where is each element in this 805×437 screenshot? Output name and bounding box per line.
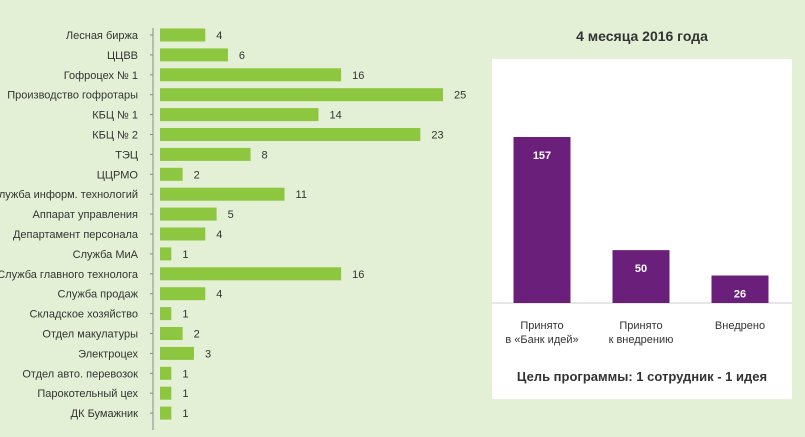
- category-label: Электроцех: [78, 348, 138, 360]
- bar: [160, 327, 183, 340]
- bar: [711, 275, 769, 303]
- bar-value-label: 50: [635, 263, 647, 275]
- bar-value-label: 4: [216, 229, 222, 241]
- category-label: Служба главного технолога: [0, 269, 139, 281]
- category-label: Служба МиА: [73, 249, 139, 261]
- bar: [160, 147, 251, 161]
- bar: [160, 108, 319, 122]
- bar: [160, 386, 172, 400]
- category-label: ДК Бумажник: [71, 408, 139, 420]
- bar-value-label: 2: [194, 169, 200, 181]
- bar-value-label: 1: [182, 388, 188, 400]
- bar: [160, 88, 443, 102]
- bar-value-label: 25: [454, 90, 466, 102]
- category-label: ЦЦРМО: [97, 169, 139, 181]
- category-label: Внедрено: [715, 320, 765, 332]
- bar: [612, 250, 670, 303]
- category-label: Департамент персонала: [13, 229, 139, 241]
- bar: [160, 267, 342, 281]
- bar-value-label: 4: [216, 30, 222, 42]
- category-label: Отдел макулатуры: [42, 329, 138, 341]
- bar-value-label: 2: [194, 329, 200, 341]
- category-label: к внедрению: [609, 334, 674, 346]
- right-chart-panel: 157 Принято в «Банк идей» 50 Принято к внедре…: [492, 59, 792, 399]
- bar: [160, 227, 206, 241]
- right-chart-title: 4 месяца 2016 года: [576, 28, 708, 44]
- bar-value-label: 4: [216, 289, 222, 301]
- bar-value-label: 157: [533, 150, 551, 162]
- category-label: Аппарат управления: [33, 209, 138, 221]
- category-label: Служба продаж: [57, 289, 138, 301]
- bar-value-label: 5: [228, 209, 234, 221]
- program-goal-text: Цель программы: 1 сотрудник - 1 идея: [516, 369, 768, 384]
- category-label: Складское хозяйство: [30, 309, 138, 321]
- bar: [160, 187, 285, 201]
- bar-value-label: 14: [329, 110, 341, 122]
- category-label: ТЭЦ: [115, 149, 138, 161]
- category-label: Гофроцех № 1: [64, 70, 138, 82]
- bar: [160, 247, 172, 261]
- right-bar-chart: 157 Принято в «Банк идей» 50 Принято к внедре…: [492, 137, 792, 346]
- bar-value-label: 6: [239, 50, 245, 62]
- category-label: ЦЦВВ: [107, 50, 138, 62]
- category-label: Служба информ. технологий: [0, 189, 138, 201]
- bar-value-label: 11: [296, 189, 307, 201]
- bar: [160, 167, 183, 181]
- bar-value-label: 3: [205, 348, 211, 360]
- left-bar-chart: Лесная биржа 4 ЦЦВВ 6 Гофроцех № 1 16 Производ…: [0, 28, 466, 430]
- bar: [160, 48, 228, 62]
- category-label: Принято: [520, 320, 563, 332]
- category-label: Лесная биржа: [66, 30, 139, 42]
- bar-value-label: 26: [734, 289, 746, 301]
- bar-value-label: 1: [182, 309, 188, 321]
- bar: [160, 366, 172, 380]
- bar-value-label: 8: [262, 149, 268, 161]
- bar: [160, 307, 172, 321]
- bar: [160, 287, 206, 301]
- bar: [160, 346, 194, 360]
- category-label: КБЦ № 2: [92, 130, 138, 142]
- category-label: КБЦ № 1: [92, 110, 138, 122]
- bar: [160, 128, 421, 141]
- category-label: Парокотельный цех: [37, 388, 138, 400]
- category-label: Производство гофротары: [7, 90, 138, 102]
- bar-value-label: 1: [182, 249, 188, 261]
- bar-value-label: 23: [431, 130, 443, 142]
- bar-value-label: 16: [352, 269, 364, 281]
- category-label: Принято: [619, 320, 662, 332]
- bar: [513, 137, 571, 303]
- bar: [160, 68, 342, 82]
- bar-value-label: 16: [352, 70, 364, 82]
- bar: [160, 406, 172, 420]
- bar-value-label: 1: [182, 408, 188, 420]
- bar: [160, 207, 217, 221]
- category-label: в «Банк идей»: [505, 334, 578, 346]
- category-label: Отдел авто. перевозок: [22, 368, 138, 380]
- bar-value-label: 1: [182, 368, 188, 380]
- bar: [160, 28, 206, 42]
